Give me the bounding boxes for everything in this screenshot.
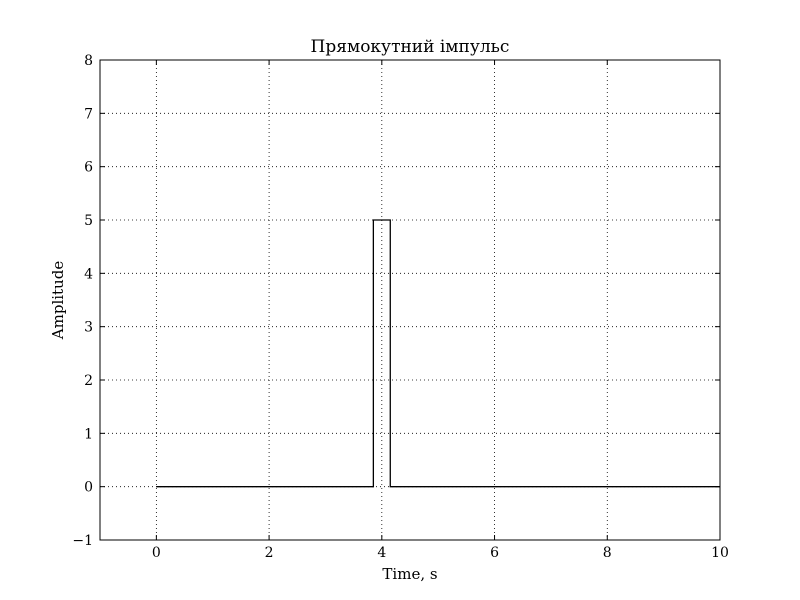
y-tick-label: −1 xyxy=(72,533,93,549)
x-axis-label: Time, s xyxy=(382,565,437,583)
series-line-pulse xyxy=(156,219,720,488)
y-tick-label: 7 xyxy=(84,106,93,122)
x-tick-label: 0 xyxy=(152,545,161,561)
y-tick-label: 3 xyxy=(84,320,93,336)
ticks: 0 2 4 6 8 10 −1 0 1 2 3 4 5 6 7 8 xyxy=(72,53,729,561)
y-axis-label: Amplitude xyxy=(49,261,67,341)
x-tick-label: 6 xyxy=(490,545,499,561)
plot-frame xyxy=(99,59,721,541)
y-tick-label: 4 xyxy=(84,266,93,282)
x-tick-label: 10 xyxy=(711,545,729,561)
y-tick-label: 0 xyxy=(84,480,93,496)
chart-title: Прямокутний імпульс xyxy=(311,37,510,57)
y-tick-label: 5 xyxy=(84,213,93,229)
series-layer xyxy=(156,219,720,488)
y-tick-label: 6 xyxy=(84,160,93,176)
x-tick-label: 2 xyxy=(265,545,274,561)
x-tick-label: 8 xyxy=(603,545,612,561)
x-tick-label: 4 xyxy=(377,545,386,561)
y-tick-label: 8 xyxy=(84,53,93,69)
y-tick-label: 2 xyxy=(84,373,93,389)
y-tick-label: 1 xyxy=(84,426,93,442)
